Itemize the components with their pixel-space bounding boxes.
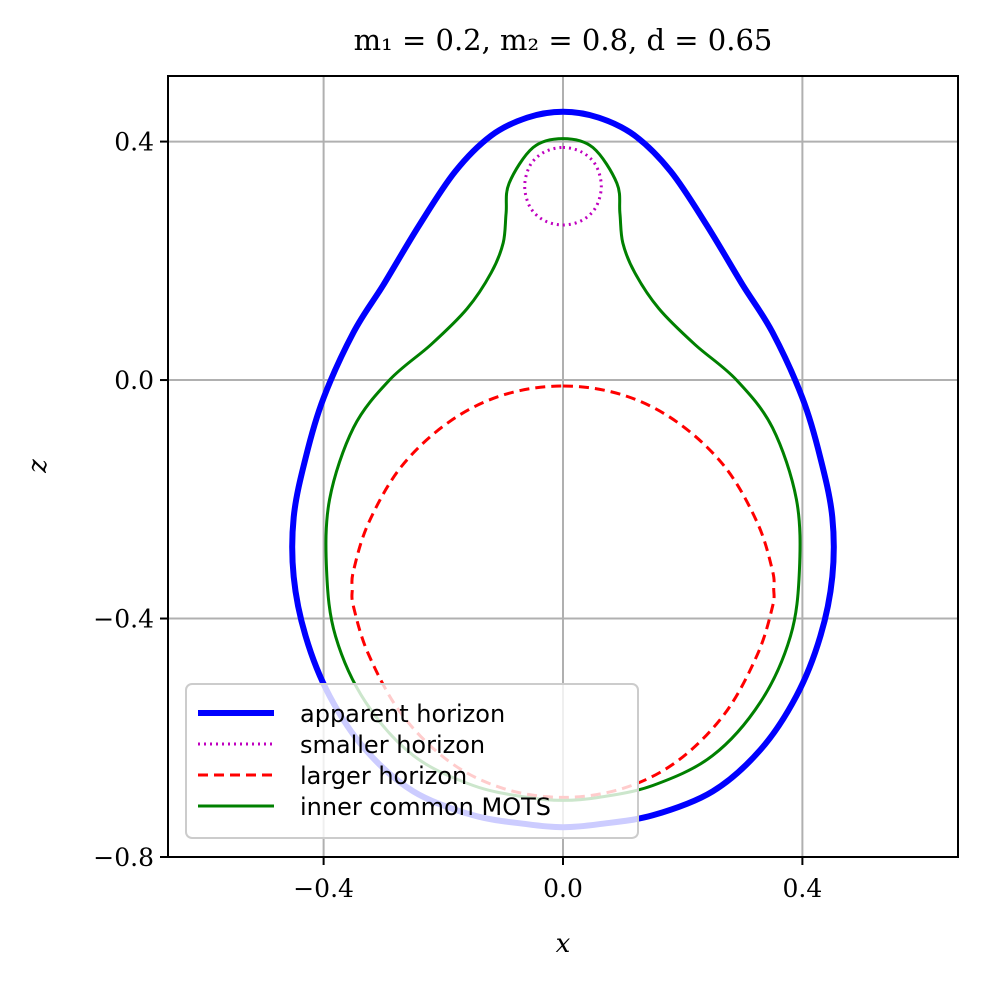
ticks: −0.4 0.0 0.4 −0.8 −0.4 0.0 0.4 (93, 128, 822, 903)
legend-label-1: smaller horizon (300, 731, 485, 759)
x-axis-label: x (556, 929, 571, 959)
series-line-1 (523, 146, 603, 227)
y-axis-label: z (23, 459, 53, 474)
legend-box (185, 683, 639, 839)
x-tick-label: 0.4 (783, 874, 823, 903)
y-tick-label: 0.4 (114, 128, 154, 157)
x-tick-label: 0.0 (543, 874, 583, 903)
legend: apparent horizon smaller horizon larger ho… (185, 683, 639, 839)
chart-title: m₁ = 0.2, m₂ = 0.8, d = 0.65 (354, 23, 773, 57)
y-tick-label: 0.0 (114, 366, 154, 395)
legend-label-2: larger horizon (300, 762, 467, 790)
x-tick-label: −0.4 (293, 874, 354, 903)
y-tick-label: −0.4 (93, 605, 154, 634)
legend-label-0: apparent horizon (300, 700, 505, 728)
y-tick-label: −0.8 (93, 843, 154, 872)
legend-label-3: inner common MOTS (300, 793, 551, 821)
